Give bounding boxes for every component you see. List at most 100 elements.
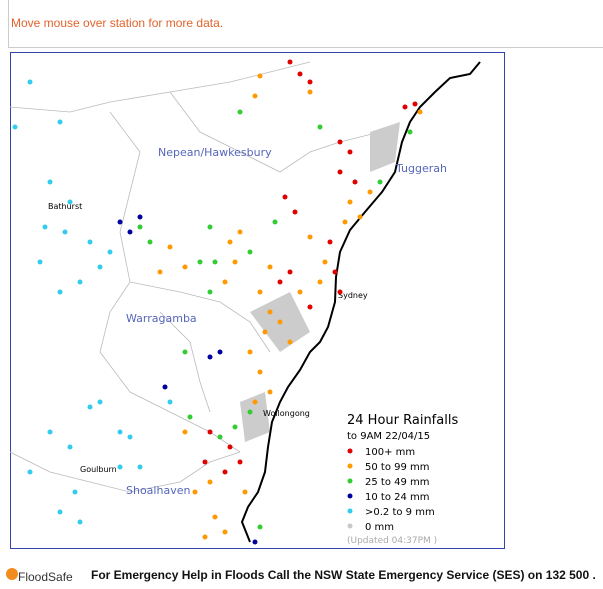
- station[interactable]: [107, 249, 113, 255]
- station[interactable]: [347, 149, 353, 155]
- station[interactable]: [307, 79, 313, 85]
- station[interactable]: [182, 349, 188, 355]
- station[interactable]: [252, 399, 258, 405]
- station[interactable]: [322, 259, 328, 265]
- station[interactable]: [57, 509, 63, 515]
- station[interactable]: [232, 424, 238, 430]
- station[interactable]: [207, 224, 213, 230]
- station[interactable]: [227, 239, 233, 245]
- station[interactable]: [97, 399, 103, 405]
- station[interactable]: [47, 429, 53, 435]
- station[interactable]: [167, 399, 173, 405]
- station[interactable]: [207, 429, 213, 435]
- station[interactable]: [222, 279, 228, 285]
- station[interactable]: [27, 469, 33, 475]
- station[interactable]: [317, 279, 323, 285]
- station[interactable]: [197, 259, 203, 265]
- station[interactable]: [202, 534, 208, 540]
- station[interactable]: [12, 124, 18, 130]
- station[interactable]: [307, 304, 313, 310]
- station[interactable]: [332, 269, 338, 275]
- station[interactable]: [417, 109, 423, 115]
- station[interactable]: [117, 429, 123, 435]
- station[interactable]: [337, 139, 343, 145]
- station[interactable]: [67, 199, 73, 205]
- station[interactable]: [272, 219, 278, 225]
- station[interactable]: [207, 289, 213, 295]
- station[interactable]: [357, 214, 363, 220]
- station[interactable]: [212, 514, 218, 520]
- station[interactable]: [232, 259, 238, 265]
- station[interactable]: [87, 404, 93, 410]
- station[interactable]: [317, 124, 323, 130]
- station[interactable]: [282, 194, 288, 200]
- station[interactable]: [212, 259, 218, 265]
- station[interactable]: [37, 259, 43, 265]
- station[interactable]: [287, 59, 293, 65]
- station[interactable]: [117, 219, 123, 225]
- station[interactable]: [157, 269, 163, 275]
- station[interactable]: [237, 229, 243, 235]
- station[interactable]: [27, 79, 33, 85]
- station[interactable]: [182, 264, 188, 270]
- station[interactable]: [287, 339, 293, 345]
- station[interactable]: [247, 409, 253, 415]
- station[interactable]: [337, 169, 343, 175]
- station[interactable]: [242, 489, 248, 495]
- station[interactable]: [307, 89, 313, 95]
- station[interactable]: [62, 229, 68, 235]
- station[interactable]: [227, 444, 233, 450]
- station[interactable]: [247, 349, 253, 355]
- station[interactable]: [347, 199, 353, 205]
- station[interactable]: [167, 244, 173, 250]
- station[interactable]: [192, 489, 198, 495]
- station[interactable]: [297, 289, 303, 295]
- station[interactable]: [327, 239, 333, 245]
- station[interactable]: [257, 73, 263, 79]
- station[interactable]: [87, 239, 93, 245]
- station[interactable]: [367, 189, 373, 195]
- station[interactable]: [137, 214, 143, 220]
- station[interactable]: [402, 104, 408, 110]
- station[interactable]: [217, 434, 223, 440]
- station[interactable]: [267, 389, 273, 395]
- station[interactable]: [257, 524, 263, 530]
- station[interactable]: [127, 434, 133, 440]
- station[interactable]: [257, 289, 263, 295]
- station[interactable]: [42, 224, 48, 230]
- station[interactable]: [297, 71, 303, 77]
- station[interactable]: [147, 239, 153, 245]
- station[interactable]: [67, 444, 73, 450]
- station[interactable]: [187, 414, 193, 420]
- station[interactable]: [57, 119, 63, 125]
- station[interactable]: [72, 489, 78, 495]
- station[interactable]: [162, 384, 168, 390]
- station[interactable]: [262, 329, 268, 335]
- station[interactable]: [77, 279, 83, 285]
- station[interactable]: [267, 264, 273, 270]
- station[interactable]: [267, 309, 273, 315]
- station[interactable]: [337, 289, 343, 295]
- station[interactable]: [57, 289, 63, 295]
- station[interactable]: [252, 93, 258, 99]
- station[interactable]: [287, 269, 293, 275]
- station[interactable]: [407, 129, 413, 135]
- station[interactable]: [222, 529, 228, 535]
- station[interactable]: [342, 219, 348, 225]
- station[interactable]: [237, 109, 243, 115]
- station[interactable]: [137, 224, 143, 230]
- station[interactable]: [207, 354, 213, 360]
- station[interactable]: [222, 469, 228, 475]
- station[interactable]: [352, 179, 358, 185]
- station[interactable]: [77, 519, 83, 525]
- station[interactable]: [252, 539, 258, 545]
- station[interactable]: [182, 429, 188, 435]
- station[interactable]: [127, 229, 133, 235]
- station[interactable]: [207, 479, 213, 485]
- station[interactable]: [377, 179, 383, 185]
- station[interactable]: [117, 464, 123, 470]
- station[interactable]: [307, 234, 313, 240]
- station[interactable]: [292, 209, 298, 215]
- station[interactable]: [247, 249, 253, 255]
- station[interactable]: [202, 459, 208, 465]
